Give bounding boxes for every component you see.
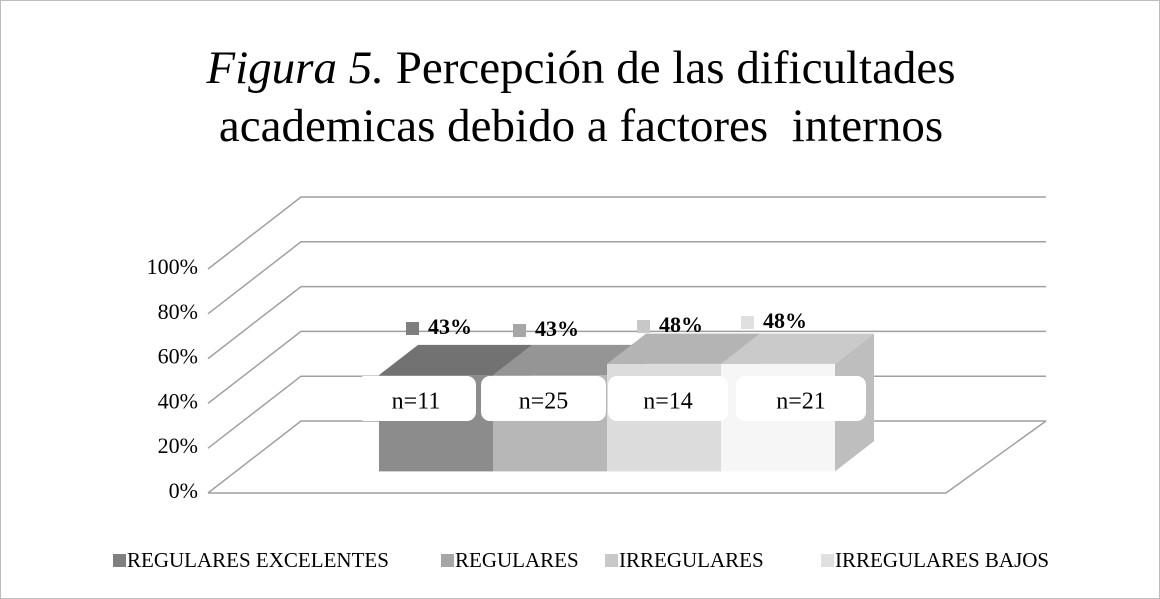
- y-tick-label: 60%: [158, 344, 198, 369]
- bar-top: [607, 333, 761, 364]
- annotation-box: [356, 376, 476, 421]
- floor: [208, 420, 1047, 494]
- legend-label: IRREGULARES BAJOS: [835, 548, 1049, 572]
- legend-key: [605, 554, 618, 567]
- annotation-box: [736, 376, 866, 421]
- y-tick-label: 40%: [158, 388, 198, 413]
- legend-label: REGULARES: [455, 548, 579, 572]
- grid-line: [207, 330, 1046, 404]
- annotation-box: [481, 376, 606, 421]
- y-tick-label: 0%: [169, 478, 198, 503]
- legend-key: [821, 554, 834, 567]
- value-label: 43%: [428, 314, 472, 339]
- value-label-key: [741, 316, 754, 329]
- bar-top: [379, 344, 533, 376]
- grid-line: [207, 241, 1046, 315]
- value-label-key: [513, 324, 526, 337]
- chart-title-block: Figura 5. Percepción de las dificultades…: [171, 39, 991, 155]
- annotation: n=11: [392, 389, 441, 415]
- annotation: n=21: [776, 389, 826, 415]
- legend-key: [441, 554, 454, 567]
- value-label-key: [406, 322, 419, 335]
- y-tick-label: 100%: [147, 254, 198, 279]
- grid-line: [207, 285, 1046, 360]
- legend-label: IRREGULARES: [619, 548, 764, 572]
- bar-top: [721, 333, 875, 364]
- annotation: n=25: [519, 389, 569, 415]
- y-tick-label: 80%: [158, 299, 198, 324]
- value-label: 48%: [659, 312, 703, 337]
- legend-key: [113, 554, 126, 567]
- value-label: 48%: [763, 308, 807, 333]
- value-label-key: [637, 320, 650, 333]
- grid-line: [207, 196, 1046, 270]
- annotation-box: [608, 376, 728, 421]
- figure-label: Figura 5.: [206, 42, 384, 94]
- y-tick-label: 20%: [158, 433, 198, 458]
- value-label: 43%: [535, 316, 579, 341]
- chart-title: Percepción de las dificultades academica…: [218, 42, 968, 152]
- legend-label: REGULARES EXCELENTES: [127, 548, 389, 572]
- annotation: n=14: [643, 389, 693, 415]
